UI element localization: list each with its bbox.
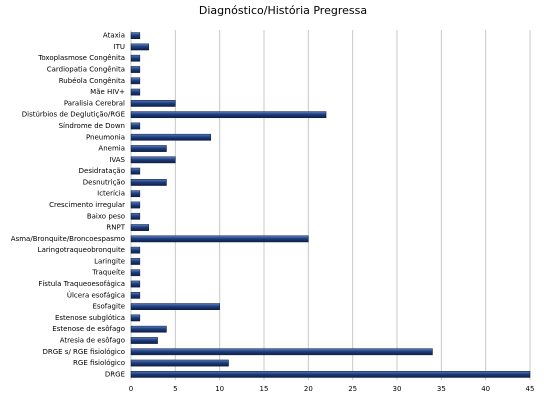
x-tick-label: 30 xyxy=(393,385,402,393)
y-tick-label: IVAS xyxy=(109,156,125,164)
bar xyxy=(130,54,141,62)
y-tick-label: Úlcera esofágica xyxy=(67,290,125,299)
x-tick-label: 0 xyxy=(129,385,133,393)
bar xyxy=(130,100,176,107)
bar xyxy=(130,325,167,333)
y-tick-label: Crescimento irregular xyxy=(49,201,125,209)
bar xyxy=(130,66,141,73)
bar xyxy=(130,179,167,186)
x-tick-label: 10 xyxy=(215,385,224,393)
y-tick-label: Distúrbios de Deglutição/RGE xyxy=(22,111,125,119)
y-tick-label: DRGE xyxy=(105,370,125,378)
y-tick-label: RNPT xyxy=(106,224,125,232)
bar xyxy=(130,88,141,96)
y-tick-label: Icterícia xyxy=(97,190,125,198)
bar xyxy=(130,77,141,85)
y-tick-label: Síndrome de Down xyxy=(59,122,125,130)
bar xyxy=(130,246,141,254)
y-tick-label: Asma/Bronquite/Broncoespasmo xyxy=(11,235,125,243)
bar xyxy=(130,212,141,220)
y-tick-label: Cardiopatia Congênita xyxy=(47,66,125,74)
bar xyxy=(130,269,141,277)
y-tick-label: RGE fisiológico xyxy=(73,359,125,367)
bar xyxy=(130,224,149,231)
x-tick-label: 25 xyxy=(348,385,357,393)
bar xyxy=(130,235,309,243)
y-tick-label: Fístula Traqueoesofágica xyxy=(38,280,125,288)
bar xyxy=(130,258,141,265)
x-tick-label: 35 xyxy=(437,385,446,393)
x-tick-label: 20 xyxy=(304,385,313,393)
bar xyxy=(130,337,158,344)
bar xyxy=(130,201,141,209)
y-tick-label: Laringite xyxy=(94,257,125,265)
bar xyxy=(130,359,229,367)
y-tick-label: Paralisia Cerebral xyxy=(64,99,125,107)
y-tick-label: Toxoplasmose Congênita xyxy=(37,54,125,62)
bar xyxy=(130,111,327,119)
x-tick-label: 40 xyxy=(481,385,490,393)
y-tick-label: Rubéola Congênita xyxy=(59,77,125,85)
y-tick-label: Esofagite xyxy=(92,303,125,311)
bar xyxy=(130,32,141,39)
bar xyxy=(130,156,176,164)
y-tick-label: Estenose de esôfago xyxy=(52,325,125,333)
bar xyxy=(130,291,141,299)
bar xyxy=(130,348,433,356)
y-tick-label: Desidratação xyxy=(79,167,125,175)
y-tick-label: Ataxia xyxy=(103,32,125,40)
bar xyxy=(130,371,531,378)
bar xyxy=(130,133,212,141)
y-tick-label: DRGE s/ RGE fisiológico xyxy=(42,348,125,356)
bar xyxy=(130,43,149,51)
y-tick-label: Anemia xyxy=(98,145,125,153)
y-tick-label: Mãe HIV+ xyxy=(90,88,125,96)
y-tick-label: Desnutrição xyxy=(83,178,125,186)
bar xyxy=(130,280,141,288)
bar xyxy=(130,122,141,130)
x-tick-label: 45 xyxy=(526,385,535,393)
x-tick-label: 5 xyxy=(173,385,177,393)
bar xyxy=(130,190,141,198)
y-tick-label: Laringotraqueobronquite xyxy=(38,246,125,254)
y-tick-label: Pneumonia xyxy=(86,133,125,141)
x-tick-label: 15 xyxy=(260,385,269,393)
bar xyxy=(130,303,220,310)
bar xyxy=(130,314,141,322)
y-tick-label: ITU xyxy=(114,43,125,51)
y-tick-label: Traqueíte xyxy=(91,269,125,277)
bar xyxy=(130,167,141,175)
y-tick-label: Atresia de esôfago xyxy=(60,336,125,344)
y-tick-label: Estenose subglótica xyxy=(55,314,125,322)
bar xyxy=(130,145,167,152)
y-tick-label: Baixo peso xyxy=(87,212,125,220)
chart-title: Diagnóstico/História Pregressa xyxy=(199,4,367,17)
